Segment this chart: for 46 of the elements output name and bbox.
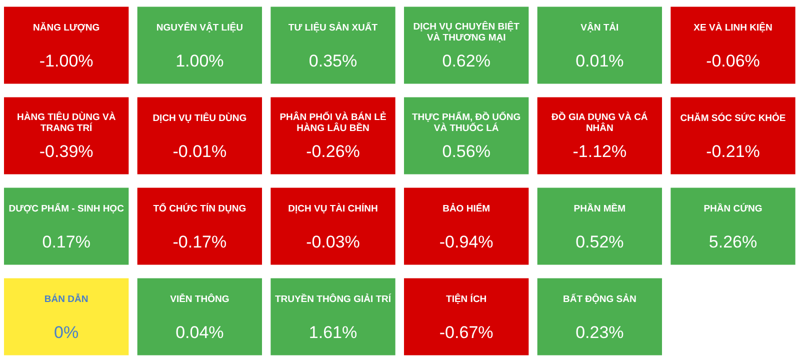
category-label: TỔ CHỨC TÍN DỤNG: [153, 202, 246, 214]
category-label: HÀNG TIÊU DÙNG VÀ TRANG TRÍ: [16, 110, 116, 134]
data-label: -1.00%: [39, 51, 94, 70]
category-label: CHĂM SÓC SỨC KHỎE: [680, 112, 786, 124]
data-label: 1.61%: [308, 322, 358, 342]
category-label: XE VÀ LINH KIỆN: [694, 21, 772, 34]
data-label: -0.67%: [439, 322, 494, 342]
data-label: 0.35%: [308, 51, 358, 70]
data-label: 0.23%: [576, 322, 624, 342]
category-label: NGUYÊN VẬT LIỆU: [156, 21, 244, 34]
data-label: -0.06%: [706, 51, 760, 70]
category-label: BÁN DẪN: [44, 292, 88, 305]
category-label: PHẦN MỀM: [574, 202, 626, 214]
data-label: 5.26%: [708, 232, 758, 252]
data-label: -0.21%: [706, 142, 760, 161]
category-label: PHÂN PHỐI VÀ BÁN LẺ HÀNG LÂU BỀN: [280, 110, 386, 134]
category-label: THỰC PHẨM, ĐỒ UỐNG VÀ THUỐC LÁ: [412, 110, 521, 134]
data-label: 0.01%: [576, 51, 624, 70]
data-label: -0.01%: [172, 142, 227, 161]
category-label: TƯ LIỆU SẢN XUẤT: [288, 21, 378, 34]
category-label: DỊCH VỤ TÀI CHÍNH: [288, 202, 378, 214]
data-label: 1.00%: [176, 51, 224, 70]
category-label: PHẦN CỨNG: [704, 202, 762, 214]
data-label: 0.62%: [442, 51, 490, 70]
category-label: DƯỢC PHẨM - SINH HỌC: [8, 202, 124, 214]
data-label: -0.26%: [306, 142, 360, 161]
category-label: NĂNG LƯỢNG: [33, 21, 100, 34]
data-label: 0.17%: [42, 232, 90, 252]
category-label: VIỄN THÔNG: [170, 292, 230, 305]
data-label: -1.12%: [572, 142, 627, 161]
data-label: 0%: [54, 322, 79, 342]
category-label: ĐỒ GIA DỤNG VÀ CÁ NHÂN: [552, 110, 648, 134]
data-label: -0.03%: [306, 232, 360, 252]
category-label: BẤT ĐỘNG SẢN: [562, 292, 636, 305]
category-label: VẬN TẢI: [580, 21, 619, 34]
category-label: TRUYỀN THÔNG GIẢI TRÍ: [274, 292, 392, 305]
data-label: -0.17%: [172, 232, 227, 252]
data-label: -0.94%: [439, 232, 494, 252]
category-label: DỊCH VỤ CHUYÊN BIỆT VÀ THƯƠNG MẠI: [413, 20, 520, 44]
data-label: 0.56%: [442, 142, 490, 161]
category-label: DỊCH VỤ TIÊU DÙNG: [152, 112, 247, 124]
data-label: 0.52%: [576, 232, 624, 252]
category-label: TIỆN ÍCH: [446, 292, 487, 305]
data-label: -0.39%: [39, 142, 94, 161]
category-label: BẢO HIỂM: [442, 202, 490, 214]
data-label: 0.04%: [176, 322, 224, 342]
